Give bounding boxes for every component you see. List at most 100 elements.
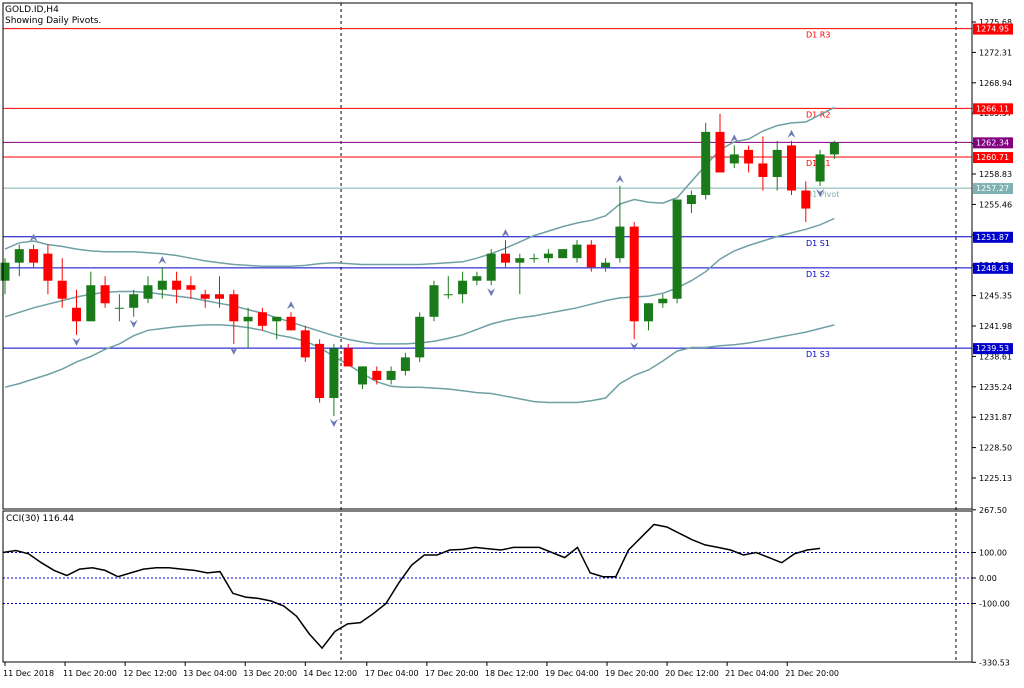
candle[interactable] (701, 122, 711, 200)
candle-body (272, 316, 282, 322)
cci-tick-label: 0.00 (979, 574, 997, 583)
candle[interactable] (658, 294, 668, 308)
candle[interactable] (300, 325, 310, 362)
time-tick-label: 11 Dec 20:00 (63, 669, 117, 678)
fractal-up-arrow (501, 229, 510, 238)
candle[interactable] (787, 140, 796, 196)
cci-tick-label: 267.50 (979, 506, 1007, 515)
pivot-label: D1 R3 (806, 31, 830, 40)
candle[interactable] (215, 276, 224, 308)
candle[interactable] (272, 316, 282, 340)
candle[interactable] (815, 149, 825, 186)
candle-body (29, 249, 39, 263)
candle[interactable] (586, 240, 596, 272)
candle[interactable] (129, 289, 139, 317)
candle[interactable] (29, 244, 39, 268)
candle[interactable] (729, 145, 739, 168)
candle-body (329, 348, 339, 398)
candle[interactable] (744, 145, 754, 173)
fractal-up-arrow (29, 233, 38, 242)
candle-body (686, 195, 696, 205)
candle[interactable] (372, 366, 382, 385)
price-tick-label: 1245.35 (979, 292, 1012, 301)
candle[interactable] (343, 343, 353, 367)
pivot-price-tag (973, 231, 1013, 243)
candle[interactable] (543, 249, 553, 263)
candle[interactable] (43, 244, 53, 295)
candle-body (100, 285, 110, 304)
candle[interactable] (529, 253, 539, 263)
candle[interactable] (772, 140, 782, 191)
candle[interactable] (186, 276, 196, 299)
candle[interactable] (400, 352, 410, 376)
candle[interactable] (629, 222, 639, 340)
candle[interactable] (415, 312, 425, 362)
candle[interactable] (572, 240, 582, 263)
candle[interactable] (14, 244, 24, 277)
price-tick-label: 1272.31 (979, 48, 1012, 57)
candle[interactable] (644, 303, 653, 331)
candle[interactable] (0, 258, 10, 295)
candle[interactable] (429, 280, 439, 322)
candle[interactable] (114, 294, 124, 322)
candle-body (443, 294, 453, 296)
candle-body (758, 163, 768, 177)
candle[interactable] (458, 271, 468, 304)
candle[interactable] (686, 190, 696, 214)
candle-body (672, 199, 682, 299)
candle-body (114, 307, 124, 309)
candle[interactable] (172, 271, 182, 304)
candle-body (629, 226, 639, 322)
candle-body (286, 316, 296, 331)
candle[interactable] (200, 289, 210, 308)
fractal-up-arrow (158, 256, 167, 265)
pivot-price-tag-label: 1248.43 (976, 264, 1009, 273)
price-tick-label: 1275.68 (979, 18, 1012, 27)
candle[interactable] (72, 289, 81, 335)
fractal-down-arrow (129, 319, 138, 328)
candle[interactable] (515, 253, 525, 295)
candle[interactable] (758, 136, 768, 191)
fractal-down-arrow (487, 288, 496, 297)
candle[interactable] (329, 343, 339, 417)
candle[interactable] (57, 258, 67, 308)
candle[interactable] (801, 181, 811, 223)
candle-body (0, 262, 10, 281)
candle[interactable] (243, 307, 253, 349)
candle-body (143, 285, 153, 299)
candle[interactable] (286, 312, 296, 331)
candle[interactable] (486, 249, 496, 286)
candle[interactable] (100, 276, 110, 308)
candle[interactable] (143, 276, 153, 304)
pivot-label: D1 Pivot (806, 190, 839, 199)
candle-body (529, 258, 539, 260)
candle[interactable] (229, 289, 239, 344)
cci-title: CCI(30) 116.44 (6, 514, 74, 524)
candle-body (515, 258, 525, 263)
candle[interactable] (257, 307, 267, 331)
candle-body (315, 343, 325, 398)
candle[interactable] (558, 249, 568, 259)
candle[interactable] (157, 267, 167, 299)
candle[interactable] (501, 240, 510, 268)
candle[interactable] (472, 271, 482, 286)
candle[interactable] (601, 258, 611, 272)
candle[interactable] (86, 271, 96, 322)
candle[interactable] (829, 140, 839, 159)
candle[interactable] (715, 113, 725, 173)
candle[interactable] (358, 366, 367, 389)
candle[interactable] (615, 185, 625, 263)
candle[interactable] (386, 366, 396, 385)
candle-body (729, 154, 739, 164)
price-tick-label: 1231.87 (979, 413, 1012, 422)
fractal-down-arrow (630, 342, 639, 351)
candle[interactable] (443, 276, 453, 299)
candle-body (415, 316, 425, 358)
candle[interactable] (672, 199, 682, 304)
candle[interactable] (315, 339, 325, 403)
price-tick-label: 1268.94 (979, 79, 1012, 88)
candle-body (300, 330, 310, 358)
